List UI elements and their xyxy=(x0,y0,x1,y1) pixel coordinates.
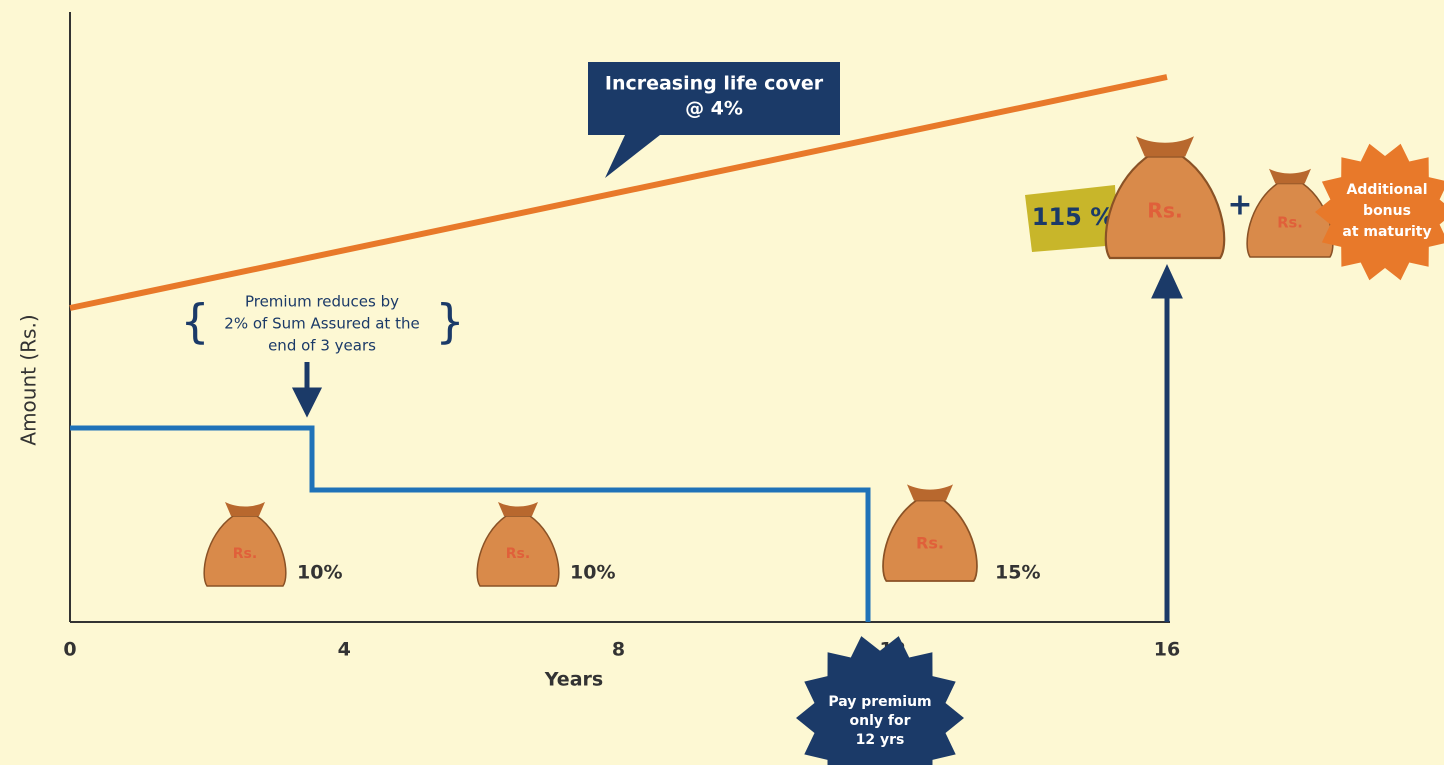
badge-text: 12 yrs xyxy=(856,732,905,748)
plus: + xyxy=(1227,188,1252,223)
x-tick-label: 4 xyxy=(338,639,351,661)
brace: { xyxy=(180,295,209,349)
money-bag: Rs. xyxy=(203,502,287,587)
bag-body xyxy=(203,515,287,587)
payout-label: 15% xyxy=(995,562,1040,584)
callout-text: Increasing life cover xyxy=(605,73,824,95)
badge-text: Additional xyxy=(1347,182,1428,198)
premium-badge xyxy=(796,636,964,765)
badge-text: only for xyxy=(850,713,911,729)
bag-text: Rs. xyxy=(233,546,257,562)
bag-neck xyxy=(907,484,953,501)
x-axis-label: Years xyxy=(544,669,603,691)
brace: } xyxy=(435,295,464,349)
note-text: Premium reduces by xyxy=(245,293,399,311)
bag-neck xyxy=(1136,136,1194,157)
bag-body xyxy=(1104,155,1226,260)
bag-text: Rs. xyxy=(1277,214,1303,231)
arrow-up xyxy=(1151,264,1183,622)
money-bag: Rs. xyxy=(476,502,560,587)
callout-text: @ 4% xyxy=(685,98,743,120)
badge-text: at maturity xyxy=(1342,224,1431,240)
badge-text: bonus xyxy=(1363,203,1411,219)
bag-text: Rs. xyxy=(1147,199,1182,223)
note-text: end of 3 years xyxy=(268,337,376,355)
money-bag: Rs. xyxy=(882,484,978,582)
bag-neck xyxy=(225,502,265,516)
x-tick-label: 0 xyxy=(63,639,76,661)
bag-body xyxy=(476,515,560,587)
label-box xyxy=(1025,185,1118,252)
note-text: 2% of Sum Assured at the xyxy=(224,315,419,333)
life-cover-callout xyxy=(588,62,840,178)
arrow-down xyxy=(291,362,323,418)
bag-text: Rs. xyxy=(506,546,530,562)
x-tick-label: 16 xyxy=(1154,639,1180,661)
money-bag: Rs. xyxy=(1246,168,1334,258)
bag-text: Rs. xyxy=(916,534,944,553)
bonus-badge xyxy=(1315,143,1444,281)
life-cover-line xyxy=(69,74,1168,311)
payout-label: 115 % xyxy=(1032,203,1115,231)
payout-label: 10% xyxy=(570,562,615,584)
x-tick-label: 8 xyxy=(612,639,625,661)
bag-neck xyxy=(498,502,538,516)
badge-text: Pay premium xyxy=(828,694,931,710)
premium-line xyxy=(70,425,871,622)
bag-body xyxy=(1246,182,1334,258)
payout-label: 10% xyxy=(297,562,342,584)
money-bag: Rs. xyxy=(1104,136,1226,260)
y-axis-label: Amount (Rs.) xyxy=(17,314,41,445)
bag-body xyxy=(882,499,978,582)
bag-neck xyxy=(1269,168,1311,184)
